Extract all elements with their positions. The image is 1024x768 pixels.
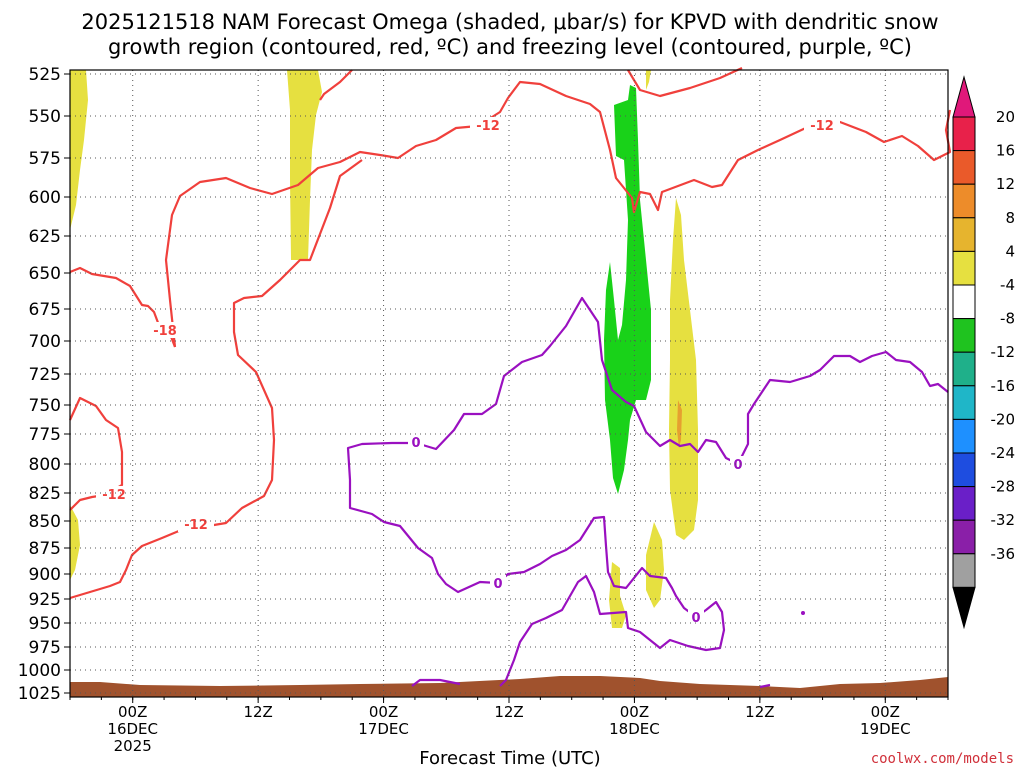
x-tick-label-0-1: 16DEC	[107, 720, 158, 738]
y-tick-label-525: 525	[29, 65, 61, 85]
colorbar-swatch-12	[952, 519, 976, 555]
y-tick-label-1000: 1000	[18, 661, 61, 681]
colorbar-swatch-7	[952, 351, 976, 387]
omega-positive-shading	[70, 70, 698, 628]
colorbar-label--8: -8	[1000, 310, 1015, 328]
chart-title-line-1: 2025121518 NAM Forecast Omega (shaded, μ…	[81, 10, 938, 34]
omega-negative-shading	[604, 85, 651, 494]
x-tick-label-6-0: 00Z	[871, 703, 900, 721]
y-tick-label-925: 925	[29, 590, 61, 610]
colorbar-label--28: -28	[991, 478, 1016, 496]
colorbar-label--36: -36	[991, 545, 1016, 563]
freezing-level-contours	[346, 296, 949, 689]
chart-title-line-2: growth region (contoured, red, ºC) and f…	[108, 35, 912, 59]
x-tick-label-1-0: 12Z	[243, 703, 272, 721]
y-tick-label-600: 600	[29, 188, 61, 208]
y-tick-label-950: 950	[29, 614, 61, 634]
colorbar-legend: 20 16 12 8 4 -4 -8 -12 -16 -20 -24 -28 -32 -36	[952, 75, 1016, 630]
colorbar-label--20: -20	[991, 410, 1016, 428]
y-tick-label-775: 775	[29, 425, 61, 445]
dgz-label-2: -12	[810, 119, 834, 134]
colorbar-label-8: 8	[1005, 209, 1015, 227]
colorbar-swatch-1	[952, 150, 976, 185]
x-tick-label-2-1: 17DEC	[358, 720, 409, 738]
freezing-label-3: 0	[733, 458, 742, 473]
dgz-label-cold: -18	[153, 324, 177, 339]
omega-orange-sliver	[677, 400, 682, 448]
x-axis-title: Forecast Time (UTC)	[419, 748, 600, 768]
freezing-label-2: 0	[493, 577, 502, 592]
colorbar-label--4: -4	[1000, 276, 1015, 294]
colorbar-label--32: -32	[991, 511, 1016, 529]
y-tick-label-900: 900	[29, 565, 61, 585]
x-tick-label-6-1: 19DEC	[860, 720, 911, 738]
x-tick-label-2-0: 00Z	[369, 703, 398, 721]
colorbar-swatch-11	[952, 486, 976, 521]
plot-area: -12 -12 -18 -12 -12 0 0 0 0	[68, 66, 952, 698]
y-tick-label-650: 650	[29, 264, 61, 284]
colorbar-swatch-13	[952, 553, 976, 588]
y-tick-label-750: 750	[29, 396, 61, 416]
y-tick-label-575: 575	[29, 149, 61, 169]
y-tick-label-625: 625	[29, 227, 61, 247]
colorbar-swatch-4	[952, 250, 976, 286]
colorbar-swatch-10	[952, 452, 976, 488]
colorbar-label-12: 12	[996, 175, 1015, 193]
y-axis-pressure: 525 550 575 600 625 650 675 700 725 750 775 800 825 8…	[18, 65, 70, 704]
colorbar-swatch-5	[952, 284, 976, 320]
dgz-label-3: -12	[102, 488, 126, 503]
x-tick-label-0-2: 2025	[114, 737, 152, 755]
colorbar-bottom-arrow	[952, 586, 976, 630]
colorbar-swatch-8	[952, 385, 976, 420]
y-tick-label-975: 975	[29, 638, 61, 658]
y-tick-label-550: 550	[29, 107, 61, 127]
y-tick-label-850: 850	[29, 512, 61, 532]
y-tick-label-875: 875	[29, 539, 61, 559]
terrain-fill	[70, 676, 948, 697]
y-tick-label-700: 700	[29, 332, 61, 352]
y-tick-label-825: 825	[29, 484, 61, 504]
x-tick-label-0-0: 00Z	[118, 703, 147, 721]
colorbar-swatch-3	[952, 217, 976, 252]
colorbar-label--24: -24	[991, 444, 1016, 462]
x-tick-label-5-0: 12Z	[745, 703, 774, 721]
x-tick-label-3-0: 12Z	[494, 703, 523, 721]
colorbar-label--12: -12	[991, 343, 1016, 361]
x-tick-label-4-1: 18DEC	[609, 720, 660, 738]
freezing-level-dot	[801, 611, 805, 615]
x-tick-label-4-0: 00Z	[620, 703, 649, 721]
colorbar-swatch-9	[952, 418, 976, 454]
dgz-label-4: -12	[184, 518, 208, 533]
contour-labels: -12 -12 -18 -12 -12 0 0 0 0	[96, 117, 840, 626]
colorbar-swatch-2	[952, 183, 976, 219]
freezing-label-4: 0	[691, 611, 700, 626]
colorbar-label-16: 16	[996, 142, 1015, 160]
freezing-label-1: 0	[411, 436, 420, 451]
y-tick-label-800: 800	[29, 455, 61, 475]
colorbar-label--16: -16	[991, 377, 1016, 395]
colorbar-swatch-6	[952, 318, 976, 353]
credit-text: coolwx.com/models	[871, 751, 1014, 767]
colorbar-label-20: 20	[996, 108, 1015, 126]
y-tick-label-675: 675	[29, 300, 61, 320]
colorbar-label-4: 4	[1005, 242, 1015, 260]
y-tick-label-1025: 1025	[18, 684, 61, 704]
y-tick-label-725: 725	[29, 365, 61, 385]
dgz-label-1: -12	[476, 119, 500, 134]
colorbar-swatch-0	[952, 116, 976, 152]
